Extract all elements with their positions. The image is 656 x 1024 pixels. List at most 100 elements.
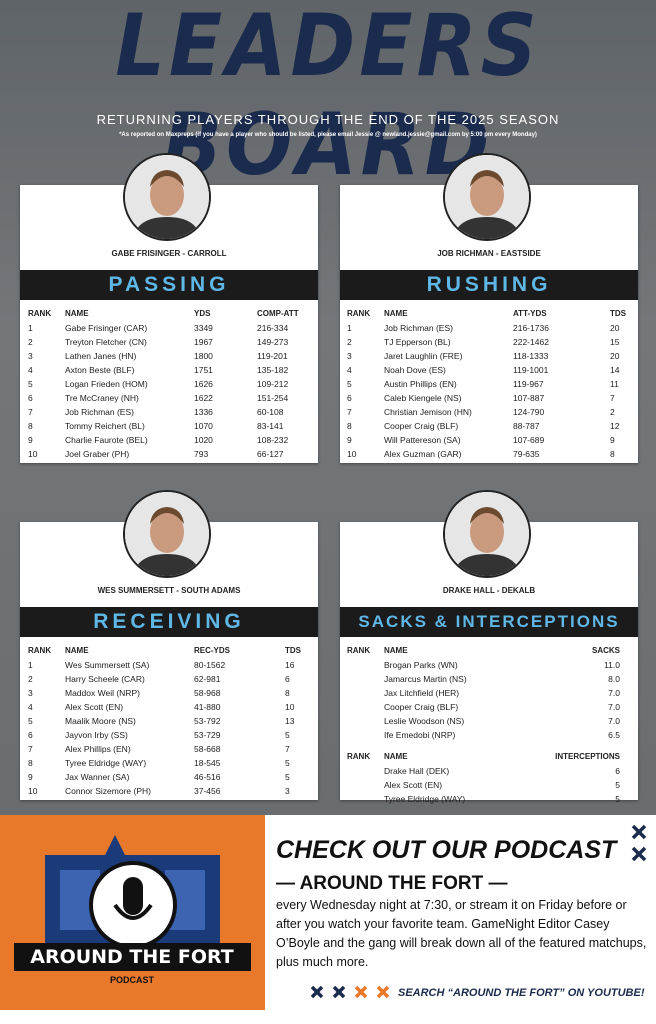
column-header: NAME [65,309,89,318]
table-cell: 8 [28,421,33,431]
table-cell: 216-1736 [513,323,549,333]
table-cell: 16 [285,660,295,670]
column-header: NAME [65,646,89,655]
note: *As reported on Maxpreps (if you have a … [119,132,537,138]
table-cell: 2 [28,337,33,347]
table-cell: 14 [610,365,620,375]
column-header: COMP-ATT [257,309,299,318]
table-cell: 1967 [194,337,213,347]
table-cell: 3 [28,688,33,698]
table-cell: 13 [285,716,295,726]
table-cell: 62-981 [194,674,221,684]
table-cell: 20 [610,351,620,361]
table-cell: Christian Jemison (HN) [384,407,472,417]
table-cell: 124-790 [513,407,545,417]
table-cell: 1 [28,660,33,670]
table-cell: Alex Scott (EN) [65,702,124,712]
table-cell: 6.5 [608,730,620,740]
player-caption: GABE FRISINGER - CARROLL [111,249,227,258]
table-cell: 1 [347,323,352,333]
table-cell: Caleb Kiengele (NS) [384,393,462,403]
player-caption: DRAKE HALL - DEKALB [442,586,536,595]
card: DRAKE HALL - DEKALB SACKS & INTERCEPTIONS… [340,490,638,804]
mic-stand [113,903,153,920]
table-cell: Jax Litchfield (HER) [384,688,460,698]
table-cell: 3349 [194,323,213,333]
table-cell: 7 [28,744,33,754]
table-cell: 7.0 [608,716,620,726]
table-cell: 8 [285,688,290,698]
table-cell: 119-1001 [513,365,549,375]
table-cell: 5 [28,716,33,726]
table-cell: 2 [347,337,352,347]
table-cell: 3 [285,786,290,796]
table-cell: 37-456 [194,786,221,796]
player-caption: JOB RICHMAN - EASTSIDE [437,249,541,258]
logo-sub: PODCAST [110,975,155,985]
table-cell: 4 [28,365,33,375]
table-cell: 1336 [194,407,213,417]
table-cell: 119-967 [513,379,544,389]
column-header: INTERCEPTIONS [555,752,620,761]
table-cell: Tyree Eldridge (WAY) [65,758,147,768]
table-cell: Tre McCraney (NH) [65,393,139,403]
table-cell: 8.0 [608,674,620,684]
table-cell: 5 [28,379,33,389]
table-cell: Austin Phillips (EN) [384,379,457,389]
table-cell: 1800 [194,351,213,361]
table-cell: Job Richman (ES) [384,323,453,333]
table-cell: 119-201 [257,351,288,361]
table-cell: 5 [285,730,290,740]
table-cell: 109-212 [257,379,289,389]
table-cell: 80-1562 [194,660,226,670]
table-cell: Jayvon Irby (SS) [65,730,128,740]
table-cell: Job Richman (ES) [65,407,134,417]
table-cell: 60-108 [257,407,284,417]
podcast-logo-area: AROUND THE FORT PODCAST [0,815,265,1010]
table-cell: 222-1462 [513,337,549,347]
column-header: RANK [28,646,52,655]
table-cell: 6 [615,766,620,776]
flag [105,835,125,855]
table-cell: 1622 [194,393,213,403]
podcast-logo: AROUND THE FORT PODCAST [14,835,251,985]
table-cell: Charlie Faurote (BEL) [65,435,148,445]
column-header: YDS [194,309,211,318]
column-header: RANK [347,752,371,761]
table-cell: 10 [28,786,38,796]
column-header: RANK [28,309,52,318]
table-cell: Drake Hall (DEK) [384,766,450,776]
table-cell: Wes Summersett (SA) [65,660,150,670]
table-cell: 135-182 [257,365,289,375]
table-cell: 5 [285,758,290,768]
column-header: NAME [384,309,408,318]
column-header: TDS [610,309,626,318]
table-cell: 9 [28,772,33,782]
card: WES SUMMERSETT - SOUTH ADAMS RECEIVING RAN… [20,490,318,800]
table-cell: 151-254 [257,393,289,403]
table-cell: 3 [347,351,352,361]
table-cell: Tommy Reichert (BL) [65,421,145,431]
table-cell: 1020 [194,435,213,445]
table-cell: Brogan Parks (WN) [384,660,458,670]
table-cell: 5 [615,794,620,804]
mic [123,877,143,915]
table-cell: Maddox Weil (NRP) [65,688,140,698]
table-cell: 2 [610,407,615,417]
table-cell: 10 [28,449,38,459]
table-cell: 7.0 [608,702,620,712]
table-cell: 9 [610,435,615,445]
table-cell: 4 [28,702,33,712]
podcast-subheading: — AROUND THE FORT — [276,873,508,894]
category-title: RUSHING [340,270,638,300]
subtitle: RETURNING PLAYERS THROUGH THE END OF THE… [96,112,560,127]
category-title: SACKS & INTERCEPTIONS [340,607,638,637]
column-header: SACKS [591,646,620,655]
table-cell: Alex Guzman (GAR) [384,449,462,459]
table-cell: Lathen Janes (HN) [65,351,137,361]
table-cell: 4 [347,365,352,375]
table-cell: 1070 [194,421,213,431]
podcast-footer: SEARCH “AROUND THE FORT” ON YOUTUBE! [398,987,645,999]
category-title: RECEIVING [20,607,318,637]
table-cell: 8 [347,421,352,431]
